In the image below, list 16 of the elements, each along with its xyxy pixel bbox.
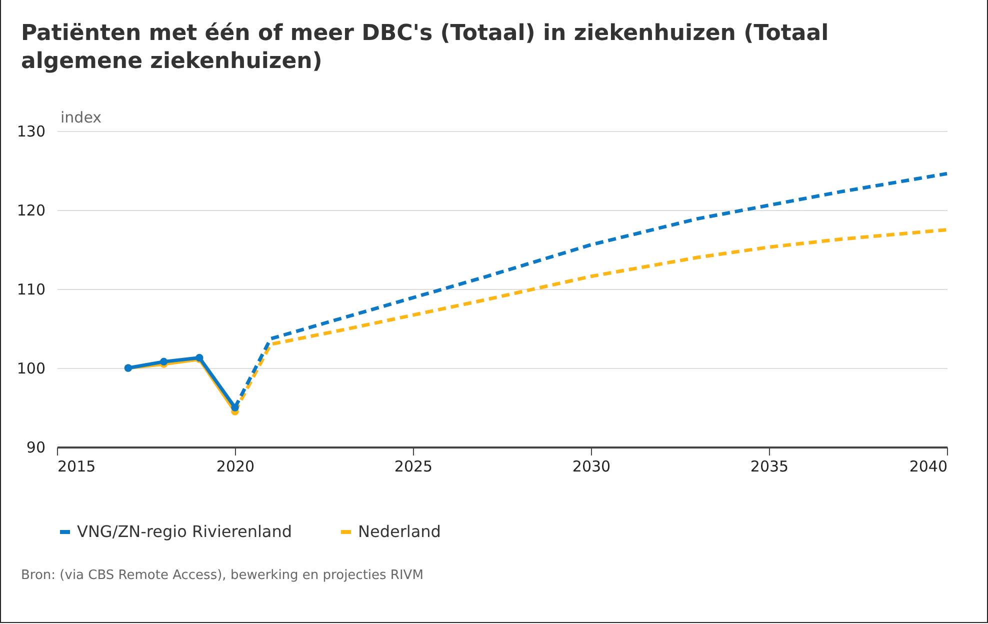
x-tick-label: 2035: [750, 458, 789, 476]
x-tick-label: 2040: [909, 458, 948, 476]
y-tick-label: 90: [26, 438, 46, 456]
y-tick-label: 110: [16, 280, 46, 298]
x-tick-label: 2020: [216, 458, 255, 476]
y-axis-title: index: [60, 108, 102, 126]
legend-label: VNG/ZN-regio Rivierenland: [77, 522, 292, 541]
y-tick-label: 120: [16, 202, 46, 220]
text: Bron: (via CBS Remote Access), bewerking en projecties RIVM: [21, 568, 424, 583]
legend-label: Nederland: [358, 522, 441, 541]
y-tick-label: 130: [16, 122, 46, 140]
x-tick-label: 2015: [58, 458, 96, 476]
chart-title: Patiënten met één of meer DBC's (Totaal) in ziekenhuizen (Totaal algemene ziekenhuizen): [20, 20, 830, 76]
y-tick-label: 100: [16, 360, 46, 378]
x-tick-label: 2030: [572, 458, 611, 476]
x-tick-label: 2025: [394, 458, 433, 476]
